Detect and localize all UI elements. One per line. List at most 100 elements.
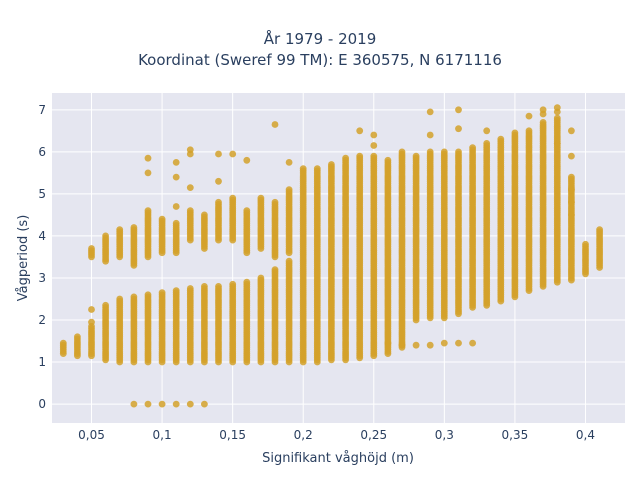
data-point [144,169,152,177]
data-point [172,159,180,166]
data-point [455,125,462,133]
data-point [440,314,448,322]
data-point [356,127,364,135]
data-point [426,108,434,116]
data-point [539,110,547,118]
x-tick-label: 0,15 [219,428,246,442]
data-points [59,104,603,408]
data-point [172,287,180,294]
data-point [144,207,152,215]
data-point [412,341,420,349]
data-point [215,150,222,158]
x-tick-label: 0,4 [576,428,595,442]
y-tick-label: 5 [38,187,46,201]
data-point [455,148,462,156]
y-tick-label: 4 [38,229,46,243]
data-point [553,140,561,147]
data-point [568,152,575,160]
data-point [539,119,547,126]
data-point [370,152,378,160]
data-point [553,114,561,122]
data-point [243,156,251,164]
data-point [201,211,208,219]
data-point [186,400,194,408]
x-tick-label: 0,3 [435,428,454,442]
data-point [511,129,519,137]
data-point [102,232,109,240]
data-point [215,177,222,185]
plot-area [52,93,625,423]
data-point [186,207,194,215]
data-point [553,108,561,116]
data-point [370,142,378,149]
data-point [186,285,194,292]
data-point [59,339,67,347]
data-point [370,131,378,139]
data-point [243,207,251,215]
data-point [384,156,392,164]
chart-title-line1: År 1979 - 2019 [263,30,377,48]
x-tick-label: 0,35 [502,428,529,442]
data-point [201,400,208,408]
data-point [398,341,406,349]
data-point [285,159,293,166]
data-point [116,226,124,234]
data-point [172,173,180,181]
y-tick-label: 2 [38,313,46,327]
data-point [525,112,533,120]
data-point [568,127,575,135]
data-point [144,400,152,408]
data-point [455,106,462,114]
data-point [483,127,491,135]
data-point [497,135,505,143]
data-point [525,127,533,135]
x-tick-labels: 0,05 0,1 0,15 0,2 0,25 0,3 0,35 0,4 [78,428,595,442]
data-point [342,154,349,162]
x-tick-label: 0,1 [153,428,172,442]
data-point [440,148,448,156]
data-point [257,274,265,282]
data-point [229,150,237,158]
data-point [568,173,575,181]
data-point [271,266,279,273]
y-tick-label: 6 [38,145,46,159]
y-tick-label: 3 [38,271,46,285]
data-point [144,154,152,162]
data-point [455,339,462,347]
x-tick-label: 0,25 [360,428,387,442]
data-point [412,152,420,160]
data-point [257,194,265,202]
data-point [313,165,321,173]
data-point [384,339,392,347]
data-point [172,219,180,227]
data-point [144,291,152,299]
chart-title-line2: Koordinat (Sweref 99 TM): E 360575, N 61… [138,51,502,69]
y-tick-label: 0 [38,397,46,411]
data-point [285,186,293,194]
data-point [215,198,222,206]
data-point [582,240,589,248]
data-point [426,131,434,139]
y-tick-labels: 0 1 2 3 4 5 6 7 [38,103,46,411]
data-point [229,194,237,202]
data-point [172,203,180,210]
data-point [356,152,364,160]
data-point [469,144,476,152]
data-point [483,140,491,147]
data-point [271,121,279,128]
data-point [88,306,95,313]
data-point [201,283,208,290]
y-tick-label: 1 [38,355,46,369]
data-point [229,280,237,288]
data-point [568,198,575,206]
data-point [158,215,166,223]
x-tick-label: 0,05 [78,428,105,442]
data-point [116,295,124,303]
data-point [186,150,194,158]
y-axis-label: Vågperiod (s) [16,215,31,302]
data-point [158,289,166,297]
data-point [426,148,434,156]
data-point [172,400,180,408]
data-point [102,301,109,309]
